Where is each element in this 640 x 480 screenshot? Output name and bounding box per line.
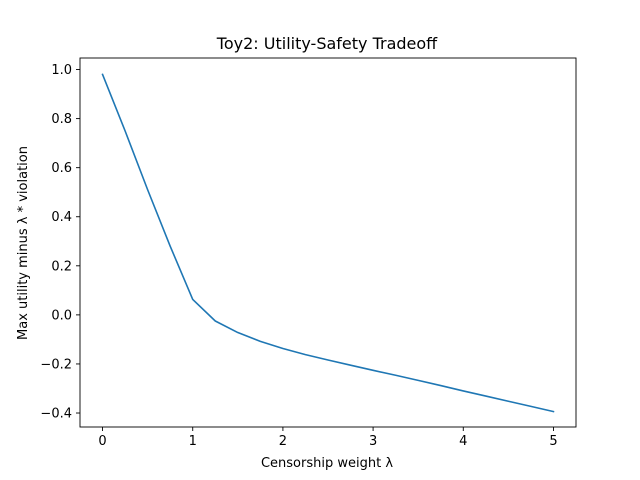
y-tick-label: 0.6 xyxy=(51,161,72,176)
chart-title: Toy2: Utility-Safety Tradeoff xyxy=(216,34,438,53)
x-tick-label: 4 xyxy=(459,434,467,449)
x-tick-label: 5 xyxy=(549,434,557,449)
series-line-0 xyxy=(101,73,555,413)
x-tick-label: 1 xyxy=(189,434,197,449)
y-tick-label: −0.2 xyxy=(40,357,72,372)
y-axis-label: Max utility minus λ * violation xyxy=(16,146,31,340)
x-tick-label: 2 xyxy=(279,434,287,449)
y-tick-label: 0.4 xyxy=(51,210,72,225)
y-tick-label: −0.4 xyxy=(40,407,72,422)
x-tick-label: 0 xyxy=(98,434,106,449)
y-tick-label: 1.0 xyxy=(51,63,72,78)
axes-frame xyxy=(79,57,577,428)
y-tick-label: 0.8 xyxy=(51,112,72,127)
y-tick-label: 0.0 xyxy=(51,308,72,323)
x-axis-label: Censorship weight λ xyxy=(261,456,393,471)
y-tick-label: 0.2 xyxy=(51,259,72,274)
plot-area: 0 1 2 3 4 5 −0.4 −0.2 0.0 0.2 0.4 0.6 0.8 1.0 xyxy=(40,57,577,449)
x-tick-label: 3 xyxy=(369,434,377,449)
